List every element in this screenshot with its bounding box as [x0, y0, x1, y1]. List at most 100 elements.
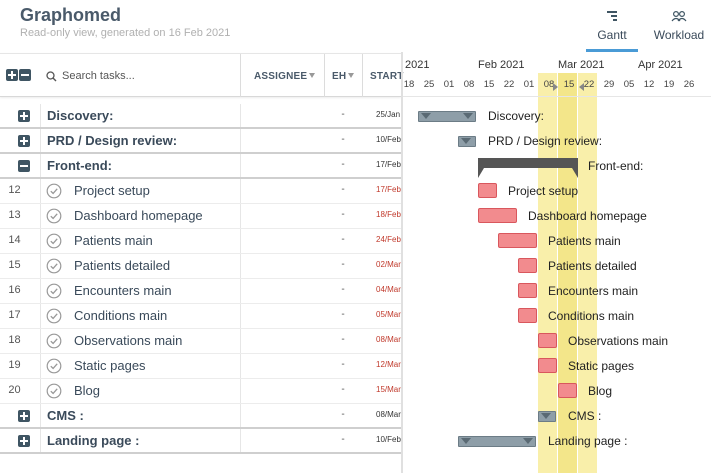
check-circle-icon[interactable]	[46, 383, 62, 399]
task-start-date: 18/Feb	[376, 210, 401, 219]
app-subtitle: Read-only view, generated on 16 Feb 2021	[20, 27, 231, 39]
check-circle-icon[interactable]	[46, 333, 62, 349]
task-start-date: 08/Mar	[376, 410, 401, 419]
tab-workload-label: Workload	[653, 28, 705, 42]
group-bar[interactable]	[458, 436, 536, 447]
pane-divider[interactable]	[401, 52, 403, 473]
column-separator	[40, 354, 41, 378]
column-separator	[240, 279, 241, 303]
expand-group-button[interactable]	[18, 135, 30, 147]
row-number: 19	[8, 359, 21, 371]
check-circle-icon[interactable]	[46, 358, 62, 374]
check-circle-icon[interactable]	[46, 208, 62, 224]
timeline-day: 12	[643, 79, 655, 90]
bar-label: Discovery:	[488, 109, 545, 123]
group-row[interactable]: CMS : - 08/Mar	[0, 404, 401, 429]
task-bar[interactable]	[478, 208, 517, 223]
bar-label: Patients detailed	[548, 259, 637, 273]
timeline-day: 15	[563, 79, 575, 90]
check-circle-icon[interactable]	[46, 183, 62, 199]
task-eh: -	[341, 384, 345, 395]
task-name[interactable]: Blog	[74, 383, 101, 398]
task-name[interactable]: PRD / Design review:	[47, 133, 178, 148]
column-separator	[240, 404, 241, 427]
timeline-days: 18 25 01 08 15 22 01 08 15 22 29 05 12 19 26	[403, 79, 711, 95]
task-name[interactable]: Dashboard homepage	[74, 208, 203, 223]
group-bar[interactable]	[458, 136, 476, 147]
group-row[interactable]: Discovery: - 25/Jan	[0, 104, 401, 129]
task-name[interactable]: Project setup	[74, 183, 150, 198]
check-circle-icon[interactable]	[46, 233, 62, 249]
check-circle-icon[interactable]	[46, 258, 62, 274]
timeline-day: 08	[543, 79, 555, 90]
task-name[interactable]: Patients main	[74, 233, 153, 248]
column-start[interactable]: START	[370, 71, 404, 82]
table-row[interactable]: 20 Blog - 15/Mar	[0, 379, 401, 404]
bar-label: Landing page :	[548, 434, 628, 448]
group-row[interactable]: Landing page : - 10/Feb	[0, 429, 401, 454]
task-bar[interactable]	[478, 183, 497, 198]
bar-label: Static pages	[568, 359, 635, 373]
task-eh: -	[341, 334, 345, 345]
tab-gantt[interactable]: Gantt	[586, 8, 638, 52]
expand-group-button[interactable]	[18, 110, 30, 122]
column-eh-label: EH	[332, 71, 347, 82]
table-row[interactable]: 16 Encounters main - 04/Mar	[0, 279, 401, 304]
task-eh: -	[341, 259, 345, 270]
table-row[interactable]: 17 Conditions main - 05/Mar	[0, 304, 401, 329]
column-separator	[240, 354, 241, 378]
bar-end-marker	[463, 113, 473, 119]
column-separator	[40, 254, 41, 278]
column-separator	[240, 304, 241, 328]
task-name[interactable]: Front-end:	[47, 158, 112, 173]
column-eh[interactable]: EH	[332, 71, 355, 82]
task-name[interactable]: Patients detailed	[74, 258, 171, 273]
task-bar[interactable]	[538, 358, 557, 373]
task-name[interactable]: Encounters main	[74, 283, 172, 298]
task-name[interactable]: Landing page :	[47, 433, 140, 448]
task-bar[interactable]	[518, 258, 537, 273]
column-separator	[40, 404, 41, 427]
collapse-all-button[interactable]	[19, 69, 31, 81]
task-bar[interactable]	[538, 333, 557, 348]
search-input[interactable]	[62, 67, 232, 85]
group-row[interactable]: PRD / Design review: - 10/Feb	[0, 129, 401, 154]
task-bar[interactable]	[518, 308, 537, 323]
task-name[interactable]: Static pages	[74, 358, 146, 373]
task-name[interactable]: Conditions main	[74, 308, 168, 323]
table-row[interactable]: 18 Observations main - 08/Mar	[0, 329, 401, 354]
table-row[interactable]: 14 Patients main - 24/Feb	[0, 229, 401, 254]
collapse-group-button[interactable]	[18, 160, 30, 172]
users-icon	[671, 10, 687, 22]
expand-group-button[interactable]	[18, 410, 30, 422]
group-bar[interactable]	[538, 411, 556, 422]
table-row[interactable]: 15 Patients detailed - 02/Mar	[0, 254, 401, 279]
task-eh: -	[341, 134, 345, 145]
table-row[interactable]: 13 Dashboard homepage - 18/Feb	[0, 204, 401, 229]
group-row[interactable]: Front-end: - 17/Feb	[0, 154, 401, 179]
check-circle-icon[interactable]	[46, 308, 62, 324]
timeline-month: Mar 2021	[558, 59, 605, 71]
check-circle-icon[interactable]	[46, 283, 62, 299]
task-start-date: 12/Mar	[376, 360, 401, 369]
bar-label: Blog	[588, 384, 613, 398]
task-name[interactable]: Observations main	[74, 333, 183, 348]
task-bar[interactable]	[558, 383, 577, 398]
task-bar[interactable]	[498, 233, 537, 248]
task-start-date: 25/Jan	[376, 110, 401, 119]
task-name[interactable]: CMS :	[47, 408, 84, 423]
gantt-icon	[607, 11, 617, 21]
task-name[interactable]: Discovery:	[47, 108, 114, 123]
column-assignee[interactable]: ASSIGNEE	[254, 71, 316, 82]
tab-workload[interactable]: Workload	[650, 8, 708, 52]
today-left-marker	[553, 83, 558, 91]
table-row[interactable]: 12 Project setup - 17/Feb	[0, 179, 401, 204]
expand-all-button[interactable]	[6, 69, 18, 81]
task-bar[interactable]	[518, 283, 537, 298]
table-row[interactable]: 19 Static pages - 12/Mar	[0, 354, 401, 379]
group-bar[interactable]	[418, 111, 476, 122]
bar-label: PRD / Design review:	[488, 134, 603, 148]
bar-start-marker	[478, 168, 484, 178]
summary-bar[interactable]	[478, 158, 578, 178]
expand-group-button[interactable]	[18, 435, 30, 447]
